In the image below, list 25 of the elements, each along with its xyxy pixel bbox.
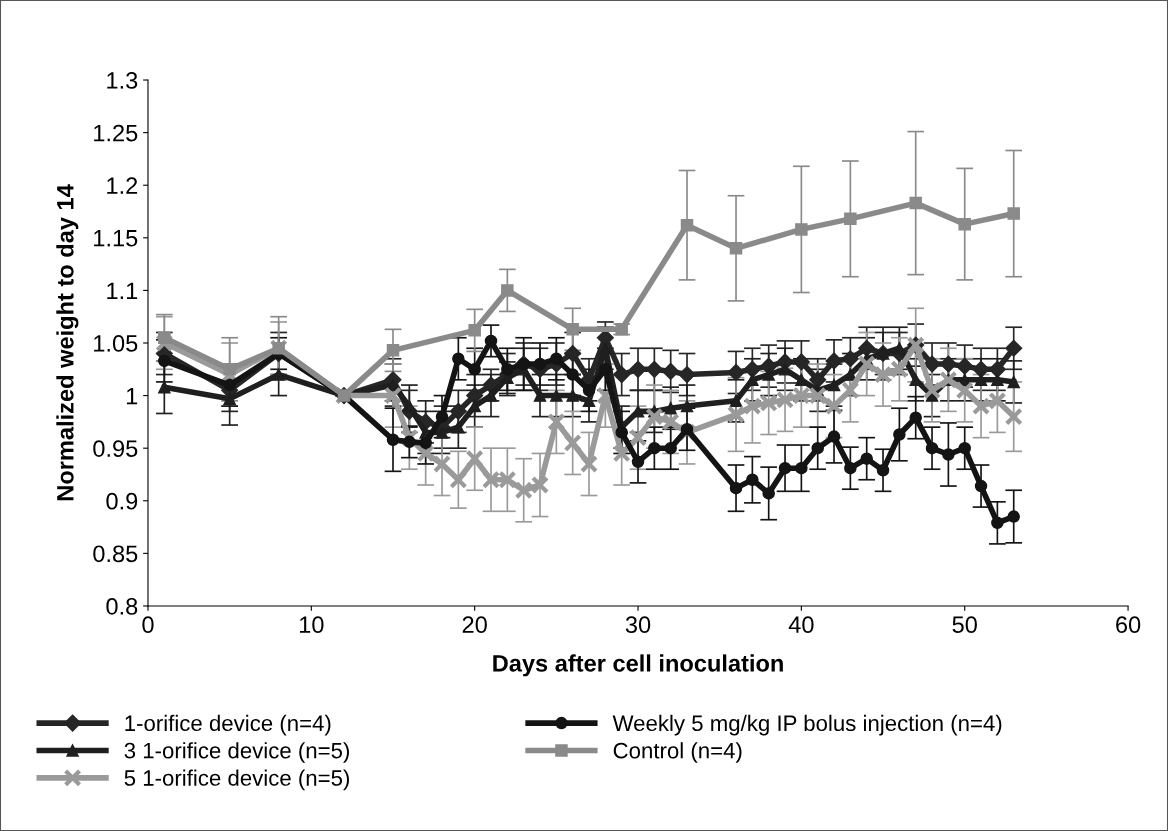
legend-label: Weekly 5 mg/kg IP bolus injection (n=4) bbox=[612, 714, 1002, 736]
y-tick-label: 1.25 bbox=[94, 124, 138, 142]
y-tick-label: 1.1 bbox=[107, 282, 138, 299]
y-tick-label: 0.9 bbox=[106, 492, 138, 510]
y-tick-label: 0.85 bbox=[93, 545, 138, 563]
y-tick-label: 1 bbox=[126, 387, 138, 405]
y-tick-label: 1.3 bbox=[107, 72, 138, 89]
x-tick-label: 10 bbox=[300, 616, 324, 634]
legend-label: 3 1-orifice device (n=5) bbox=[124, 742, 349, 763]
x-tick-label: 50 bbox=[952, 616, 977, 634]
x-tick-label: 30 bbox=[625, 616, 651, 634]
legend-label: Control (n=4) bbox=[613, 742, 742, 763]
y-tick-label: 0.95 bbox=[93, 440, 138, 457]
y-tick-label: 0.8 bbox=[106, 598, 138, 615]
legend-label: 5 1-orifice device (n=5) bbox=[124, 769, 349, 791]
y-tick-label: 1.15 bbox=[94, 230, 138, 247]
x-tick-label: 0 bbox=[142, 616, 154, 634]
y-tick-label: 1.05 bbox=[94, 335, 138, 352]
x-tick-label: 20 bbox=[462, 616, 487, 634]
x-axis-title: Days after cell inoculation bbox=[493, 654, 783, 677]
x-tick-label: 40 bbox=[788, 616, 814, 634]
legend-label: 1-orifice device (n=4) bbox=[125, 714, 331, 736]
x-tick-label: 60 bbox=[1116, 616, 1141, 634]
y-axis-title: Normalized weight to day 14 bbox=[56, 184, 79, 501]
y-tick-label: 1.2 bbox=[107, 177, 138, 194]
